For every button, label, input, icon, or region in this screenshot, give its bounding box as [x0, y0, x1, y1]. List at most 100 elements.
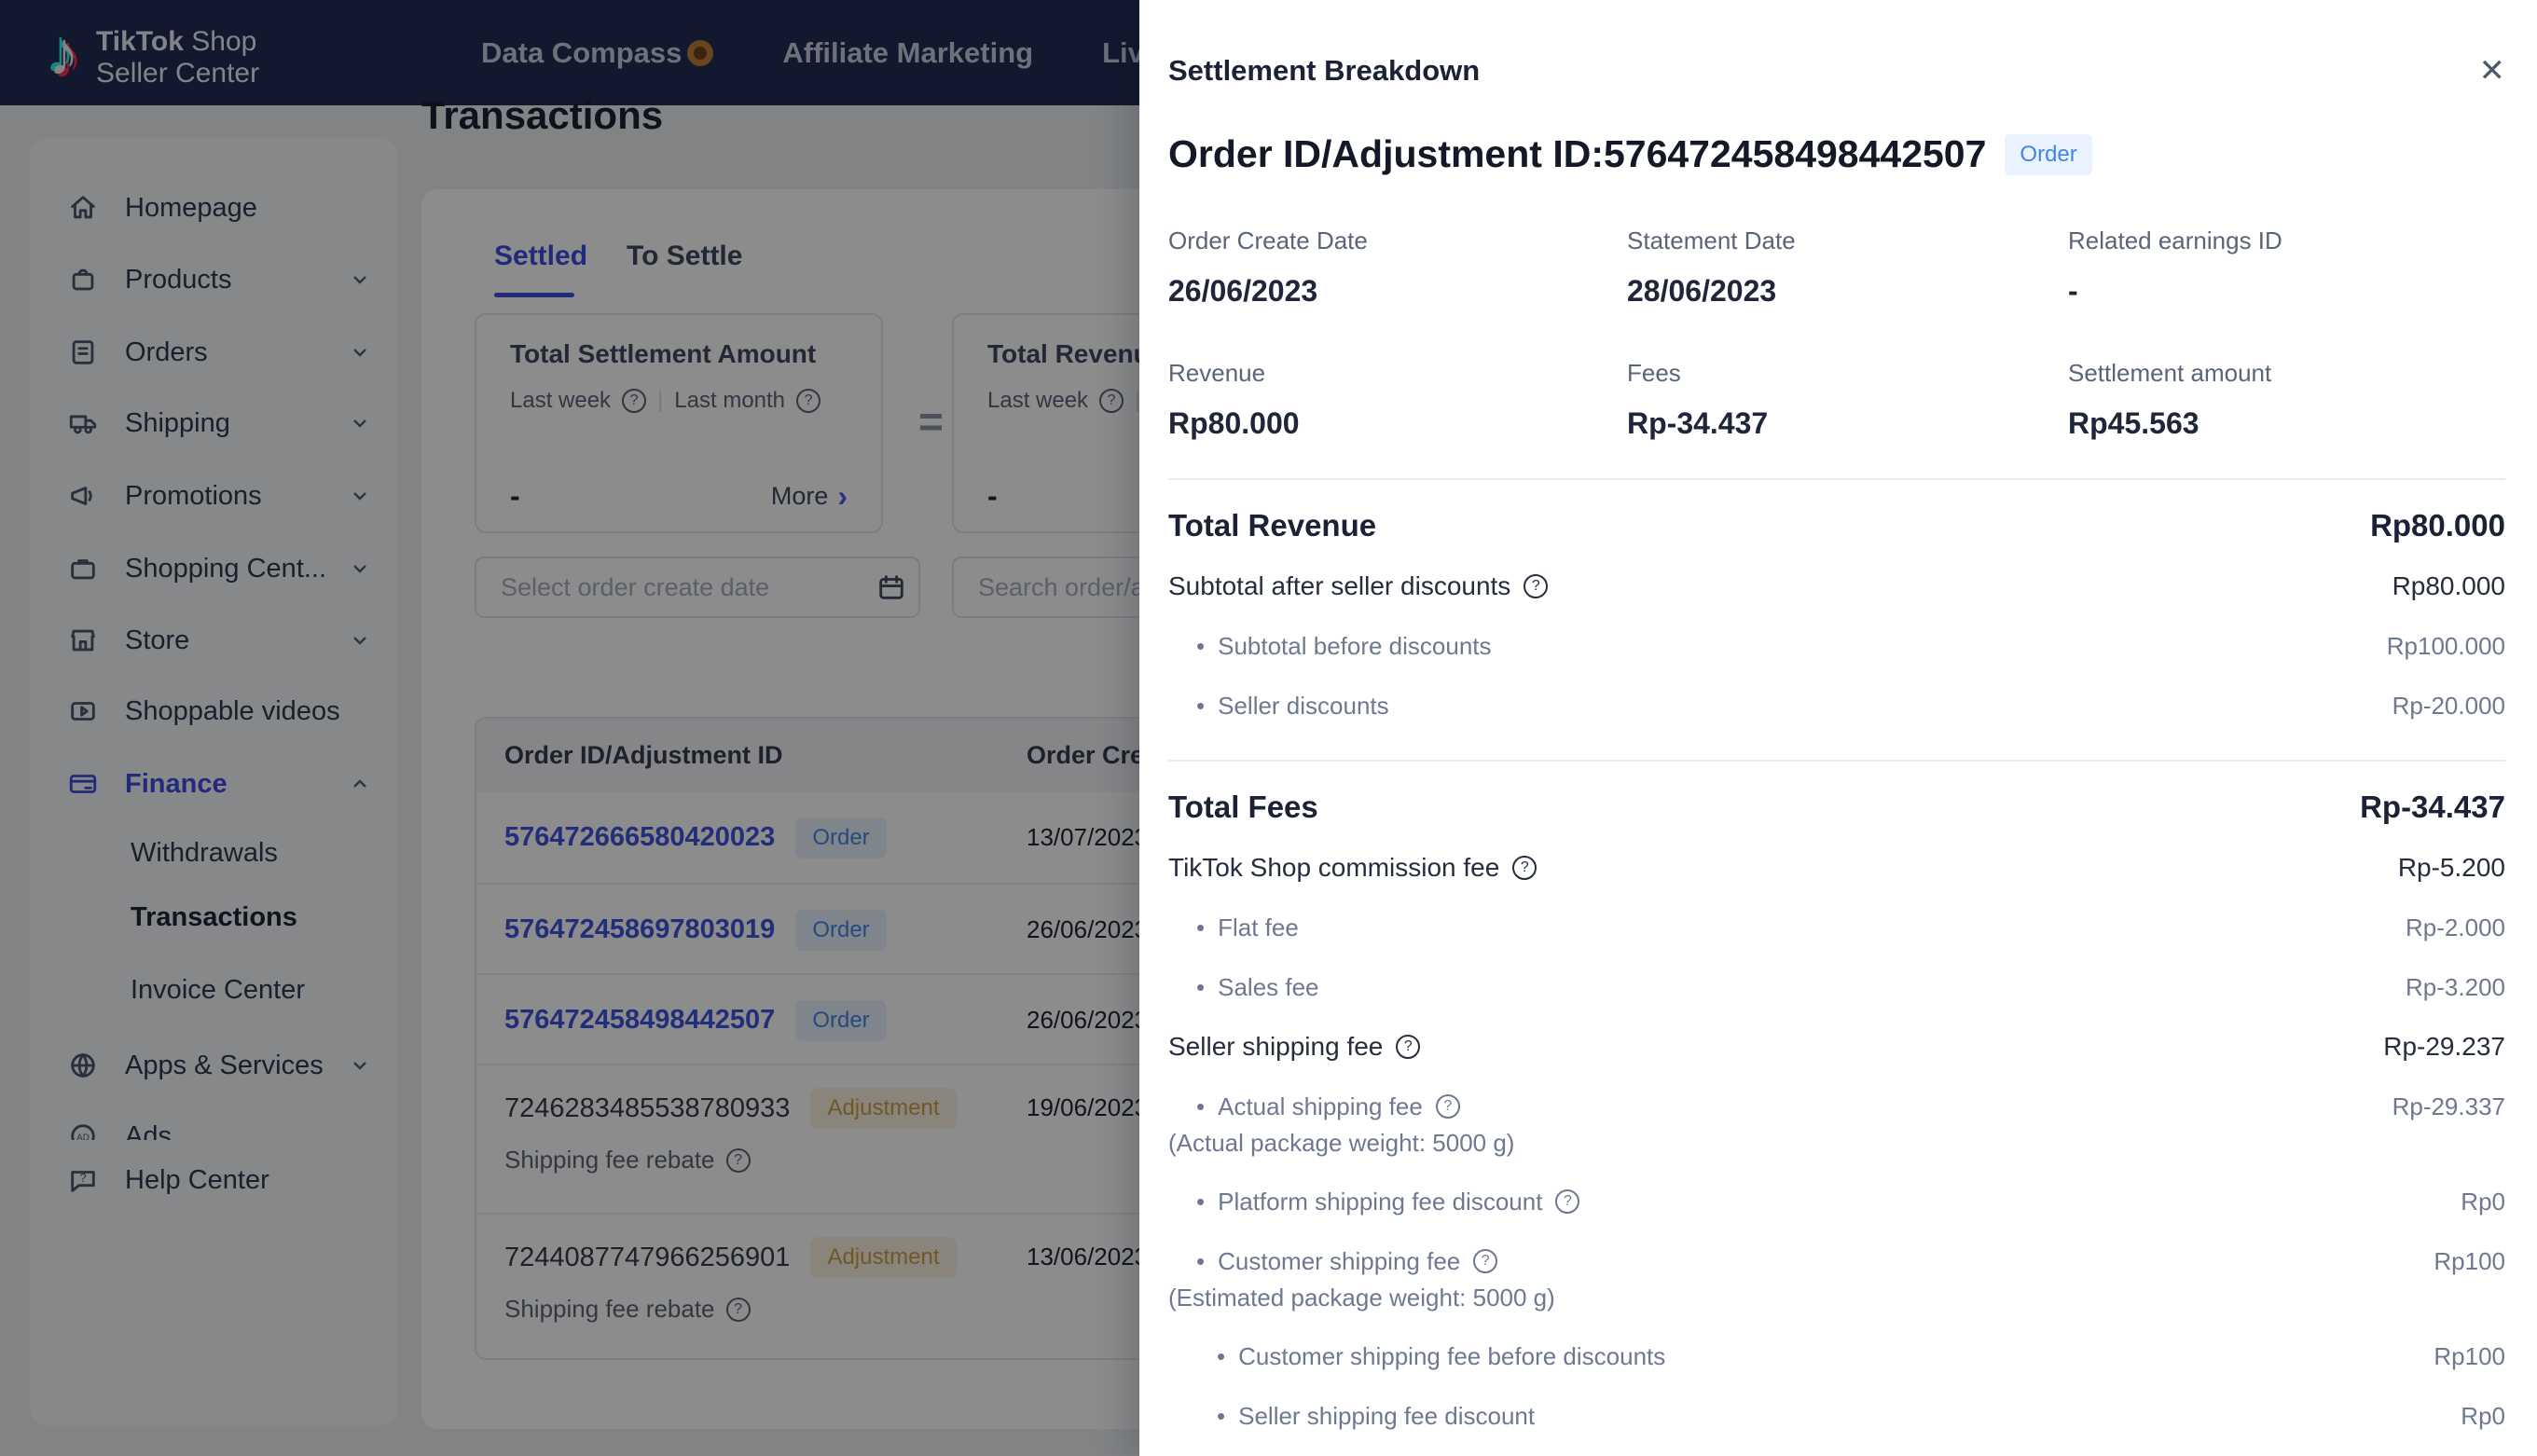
sidebar-subitem-label: Withdrawals	[131, 837, 278, 868]
nav-data-compass[interactable]: Data Compass	[481, 35, 714, 70]
order-id-link[interactable]: 576472458697803019	[504, 914, 776, 944]
order-id-link[interactable]: 576472666580420023	[504, 822, 776, 852]
sidebar-item-finance[interactable]: Finance	[30, 748, 397, 820]
more-label: More	[770, 482, 829, 510]
sidebar-item-label: Homepage	[125, 192, 257, 223]
fee-row: • Seller shipping fee discount Rp0	[1168, 1399, 2505, 1433]
sidebar-item-label: Orders	[125, 337, 208, 367]
sidebar-item-homepage[interactable]: Homepage	[30, 172, 397, 244]
card-title: Total Settlement Amount	[510, 339, 817, 368]
fee-row-amount: Rp80.000	[2392, 571, 2505, 600]
fee-row-amount: Rp-5.200	[2397, 853, 2505, 882]
calendar-icon[interactable]	[876, 571, 907, 603]
fee-row-label-group: Seller shipping fee ?	[1168, 1030, 1421, 1064]
total-settlement-amount-card: Total Settlement Amount Last week ? | La…	[475, 313, 883, 533]
meta-cell: Order Create Date 26/06/2023	[1168, 227, 1627, 309]
close-icon[interactable]: ✕	[2478, 53, 2506, 89]
order-date-cell: 13/06/2023	[1027, 1243, 1149, 1271]
bullet-marker: •	[1196, 973, 1206, 1001]
order-id-cell: 576472458697803019 Order	[504, 885, 887, 975]
modal-backdrop[interactable]	[0, 0, 1139, 1456]
meta-value: 26/06/2023	[1168, 274, 1318, 308]
orders-document-icon	[67, 337, 99, 368]
active-tab-underline	[494, 293, 574, 297]
info-icon[interactable]: ?	[1099, 389, 1124, 413]
products-bag-icon	[67, 264, 99, 295]
nav-data-compass-label: Data Compass	[481, 35, 683, 69]
more-link[interactable]: More ›	[771, 479, 848, 514]
sidebar-item-products[interactable]: Products	[30, 243, 397, 316]
tab-to-settle[interactable]: To Settle	[627, 240, 743, 271]
sidebar-item-shipping[interactable]: Shipping	[30, 387, 397, 460]
sidebar-item-label: Apps & Services	[125, 1050, 324, 1080]
info-icon[interactable]: ?	[1512, 856, 1537, 880]
storefront-icon	[67, 625, 99, 656]
fee-row-label: TikTok Shop commission fee	[1168, 853, 1500, 882]
tab-settled[interactable]: Settled	[494, 240, 588, 271]
info-icon[interactable]: ?	[725, 1297, 751, 1322]
home-icon	[67, 192, 99, 224]
logo-line2: Seller Center	[96, 58, 260, 89]
fee-row-label-group: TikTok Shop commission fee ?	[1168, 851, 1537, 885]
table-row[interactable]: 576472666580420023 Order 13/07/2023	[476, 792, 1871, 883]
info-icon[interactable]: ?	[622, 389, 647, 413]
fee-row-amount: Rp100	[2434, 1342, 2505, 1370]
sidebar-item-shoppable-videos[interactable]: Shoppable videos	[30, 675, 397, 748]
sidebar-item-transactions[interactable]: Transactions	[30, 885, 397, 950]
order-date-cell: 26/06/2023	[1027, 1006, 1149, 1034]
period-last-week: Last week	[987, 388, 1089, 413]
question-glyph: ?	[734, 1300, 742, 1317]
fee-row-note: (Actual package weight: 5000 g)	[1168, 1129, 1515, 1157]
bullet-marker: •	[1217, 1402, 1226, 1430]
sidebar-item-orders[interactable]: Orders	[30, 316, 397, 389]
info-icon[interactable]: ?	[725, 1147, 751, 1173]
order-date-cell: 19/06/2023	[1027, 1093, 1149, 1121]
briefcase-icon	[67, 553, 99, 584]
info-icon[interactable]: ?	[1473, 1249, 1498, 1273]
meta-cell: Settlement amount Rp45.563	[2068, 359, 2505, 441]
bullet-marker: •	[1217, 1342, 1226, 1370]
chevron-down-icon	[347, 1052, 373, 1078]
meta-value: -	[2068, 274, 2078, 308]
tiktok-note-icon: ♪	[48, 19, 79, 88]
info-icon[interactable]: ?	[1524, 574, 1549, 598]
table-row[interactable]: 7246283485538780933 Adjustment 19/06/2023…	[476, 1064, 1871, 1213]
section-title: Total Revenue	[1168, 508, 1377, 543]
sidebar-item-promotions[interactable]: Promotions	[30, 460, 397, 532]
section-divider	[1168, 478, 2505, 480]
nav-affiliate-marketing-label: Affiliate Marketing	[782, 35, 1034, 69]
sidebar-item-help-center[interactable]: ? Help Center	[30, 1140, 397, 1220]
sidebar-item-shopping-center[interactable]: Shopping Cent...	[30, 532, 397, 605]
sidebar-item-apps-services[interactable]: Apps & Services	[30, 1029, 397, 1102]
meta-value: Rp45.563	[2068, 406, 2199, 440]
order-create-date-input[interactable]	[475, 556, 920, 618]
tiktok-shop-logo[interactable]: ♪ TikTok Shop Seller Center	[48, 11, 259, 95]
sidebar-subitem-label: Transactions	[131, 901, 297, 932]
order-id-link[interactable]: 576472458498442507	[504, 1005, 776, 1035]
video-icon	[67, 695, 99, 727]
fee-row-label: Subtotal after seller discounts	[1168, 571, 1511, 600]
fee-row-label: Seller discounts	[1218, 692, 1389, 720]
info-icon[interactable]: ?	[1555, 1189, 1580, 1214]
fee-row-label: Flat fee	[1218, 913, 1299, 941]
sidebar-item-store[interactable]: Store	[30, 604, 397, 677]
chevron-down-icon	[347, 410, 373, 436]
adjustment-id-text: 7246283485538780933	[504, 1092, 791, 1123]
fee-row: TikTok Shop commission fee ? Rp-5.200	[1168, 851, 2505, 885]
question-glyph: ?	[1520, 859, 1529, 875]
meta-label: Settlement amount	[2068, 359, 2272, 387]
fee-row-label-group: • Sales fee	[1196, 970, 1319, 1004]
fee-row: • Customer shipping fee ? Rp100	[1168, 1244, 2505, 1278]
fee-row: • Platform shipping fee discount ? Rp0	[1168, 1185, 2505, 1218]
logo-brand: TikTok	[96, 26, 184, 57]
adjustment-subtype-row: Shipping fee rebate ?	[504, 1295, 751, 1324]
info-icon[interactable]: ?	[1435, 1094, 1460, 1119]
nav-affiliate-marketing[interactable]: Affiliate Marketing	[782, 36, 1033, 70]
sidebar-item-invoice-center[interactable]: Invoice Center	[30, 957, 397, 1023]
section-amount: Rp-34.437	[2360, 790, 2505, 824]
sidebar-item-withdrawals[interactable]: Withdrawals	[30, 820, 397, 886]
info-icon[interactable]: ?	[1396, 1035, 1421, 1059]
chevron-up-icon	[347, 771, 373, 797]
order-type-badge: Order	[2005, 133, 2092, 175]
info-icon[interactable]: ?	[796, 389, 821, 413]
